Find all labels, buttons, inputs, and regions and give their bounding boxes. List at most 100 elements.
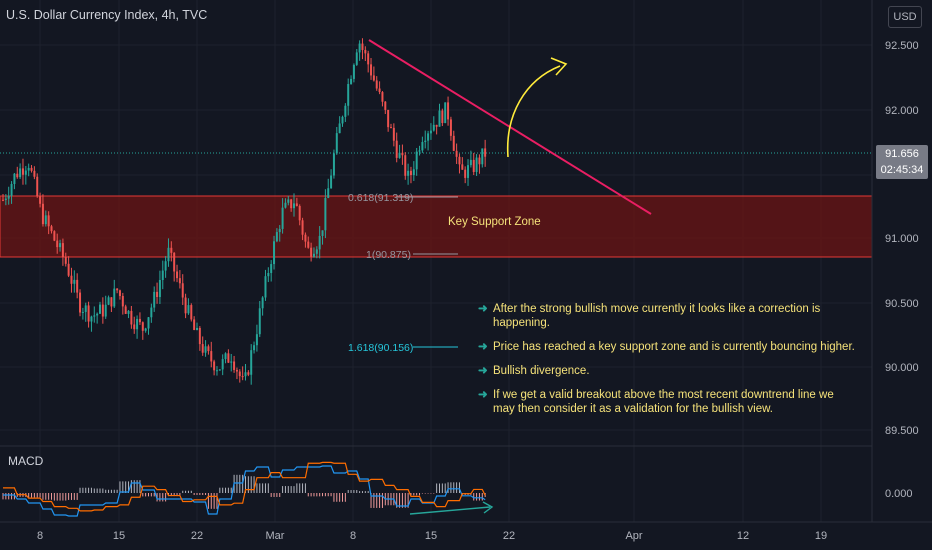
candle-body	[93, 315, 96, 317]
signal-line	[3, 461, 486, 512]
candle-body	[204, 346, 207, 353]
candle-body	[461, 164, 464, 170]
candle-body	[99, 304, 101, 314]
candle-body	[344, 105, 347, 117]
candle-body	[475, 157, 478, 172]
bullish-arrow-drawing[interactable]	[506, 57, 568, 158]
candle-body	[293, 203, 295, 209]
note-item: ➜ After the strong bullish move currently…	[478, 302, 858, 330]
candle-body	[227, 353, 230, 363]
candle-body	[401, 152, 404, 156]
candle-body	[144, 328, 147, 331]
candle-body	[290, 199, 293, 209]
candle-body	[258, 308, 261, 335]
candle-body	[118, 290, 121, 296]
candle-body	[167, 247, 170, 262]
candle-body	[444, 102, 447, 124]
time-label: 15	[113, 530, 125, 542]
candle-body	[59, 243, 62, 248]
candle-body	[16, 173, 19, 178]
price-label: 91.000	[885, 233, 919, 245]
candle-body	[130, 310, 133, 325]
time-label: 8	[37, 530, 43, 542]
candle-body	[355, 52, 358, 65]
time-label: 12	[737, 530, 749, 542]
candle-body	[327, 188, 330, 198]
candle-body	[312, 253, 315, 257]
candle-body	[156, 291, 159, 297]
candle-body	[87, 305, 90, 322]
candle-body	[116, 288, 119, 291]
candle-body	[84, 305, 87, 312]
candle-body	[415, 151, 418, 170]
time-axis[interactable]: 8 15 22 Mar 8 15 22 Apr 12 19	[37, 530, 827, 542]
candle-body	[47, 215, 50, 227]
candle-body	[178, 278, 181, 284]
candle-body	[164, 261, 167, 271]
candle-body	[264, 276, 267, 298]
candle-body	[347, 83, 350, 106]
candle-body	[295, 203, 298, 206]
candle-body	[429, 130, 432, 134]
candle-body	[438, 110, 441, 127]
note-item: ➜ Bullish divergence.	[478, 364, 858, 378]
candle-body	[364, 49, 367, 54]
candle-body	[392, 127, 395, 141]
price-axis[interactable]: 92.500 92.000 91.500 91.000 90.500 90.00…	[885, 40, 919, 500]
candle-body	[318, 235, 321, 250]
note-text: If we get a valid breakout above the mos…	[493, 389, 834, 415]
candle-body	[136, 318, 139, 330]
candle-body	[13, 173, 16, 185]
candle-body	[158, 280, 161, 297]
candle-body	[113, 288, 116, 307]
candle-body	[464, 169, 467, 178]
candle-body	[421, 142, 424, 151]
price-label: 90.500	[885, 298, 919, 310]
candle-body	[215, 370, 218, 372]
time-label: Apr	[625, 530, 642, 542]
candle-body	[372, 75, 375, 81]
candle-body	[384, 101, 387, 110]
candle-body	[27, 167, 30, 171]
candle-body	[110, 297, 113, 307]
candle-body	[358, 43, 361, 53]
candle-body	[244, 372, 247, 377]
candle-body	[370, 64, 373, 76]
candle-body	[281, 207, 284, 229]
time-label: 22	[191, 530, 203, 542]
currency-button[interactable]: USD	[888, 6, 922, 28]
macd-line	[3, 465, 486, 517]
candle-body	[30, 167, 33, 171]
candle-body	[150, 307, 153, 318]
candle-body	[201, 344, 204, 353]
candle-body	[64, 257, 67, 264]
arrow-right-icon: ➜	[478, 365, 488, 377]
candle-body	[455, 150, 458, 157]
candle-body	[247, 372, 250, 375]
candle-body	[147, 317, 150, 329]
note-item: ➜ Price has reached a key support zone an…	[478, 340, 858, 354]
candle-body	[278, 228, 281, 233]
candle-body	[24, 170, 27, 175]
candle-body	[315, 249, 318, 254]
candle-body	[467, 165, 470, 178]
candle-body	[10, 184, 13, 196]
candle-body	[452, 135, 455, 151]
candle-body	[81, 311, 84, 313]
candle-body	[79, 292, 82, 313]
candle-body	[181, 283, 184, 298]
candle-body	[412, 169, 415, 176]
candle-body	[141, 322, 144, 331]
candle-body	[261, 297, 264, 309]
candle-body	[235, 369, 238, 372]
candle-body	[67, 263, 70, 276]
last-price-value: 91.656	[885, 148, 919, 160]
candle-body	[207, 346, 210, 352]
price-label: 90.000	[885, 362, 919, 374]
arrow-right-icon: ➜	[478, 303, 488, 315]
price-label: 92.000	[885, 105, 919, 117]
candle-body	[375, 80, 378, 89]
candle-body	[284, 202, 287, 208]
bar-countdown: 02:45:34	[880, 164, 924, 176]
